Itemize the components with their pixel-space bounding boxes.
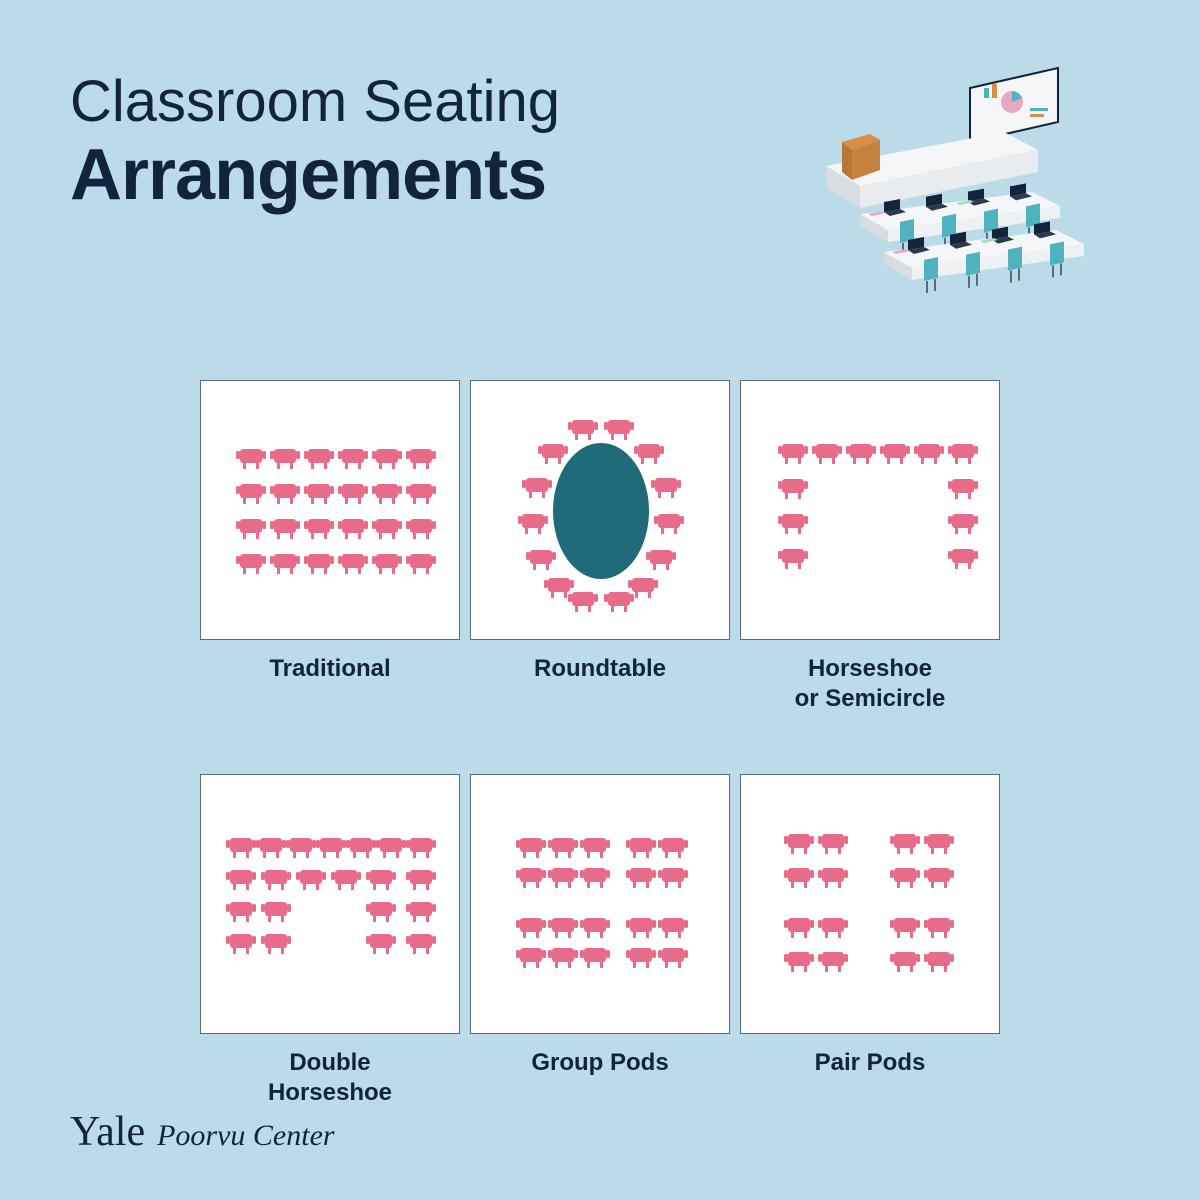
arrangement-panel: [740, 380, 1000, 640]
arrangement-group_pods: Group Pods: [470, 774, 730, 1108]
arrangement-panel: [200, 774, 460, 1034]
title-line-1: Classroom Seating: [70, 70, 560, 134]
arrangement-label: Group Pods: [470, 1048, 730, 1078]
arrangement-double_horseshoe: DoubleHorseshoe: [200, 774, 460, 1108]
arrangement-label: Horseshoeor Semicircle: [740, 654, 1000, 714]
arrangement-panel: [470, 380, 730, 640]
arrangement-label: Roundtable: [470, 654, 730, 684]
header: Classroom Seating Arrangements: [70, 60, 1130, 320]
arrangement-roundtable: Roundtable: [470, 380, 730, 714]
arrangement-panel: [200, 380, 460, 640]
arrangement-pair_pods: Pair Pods: [740, 774, 1000, 1108]
title-block: Classroom Seating Arrangements: [70, 60, 560, 217]
arrangement-panel: [470, 774, 730, 1034]
arrangement-label: DoubleHorseshoe: [200, 1048, 460, 1108]
page: Classroom Seating Arrangements: [0, 0, 1200, 1200]
arrangements-grid: Traditional: [200, 380, 1000, 1108]
footer: Yale Poorvu Center: [70, 1108, 335, 1156]
brand-logo-text: Yale: [70, 1108, 145, 1156]
arrangement-panel: [740, 774, 1000, 1034]
arrangement-traditional: Traditional: [200, 380, 460, 714]
arrangement-horseshoe: Horseshoeor Semicircle: [740, 380, 1000, 714]
arrangement-label: Traditional: [200, 654, 460, 684]
brand-subtitle: Poorvu Center: [157, 1119, 334, 1153]
title-line-2: Arrangements: [70, 134, 560, 217]
arrangement-label: Pair Pods: [740, 1048, 1000, 1078]
classroom-isometric-icon: [790, 60, 1130, 320]
arrangements-grid-wrap: Traditional: [70, 380, 1130, 1108]
